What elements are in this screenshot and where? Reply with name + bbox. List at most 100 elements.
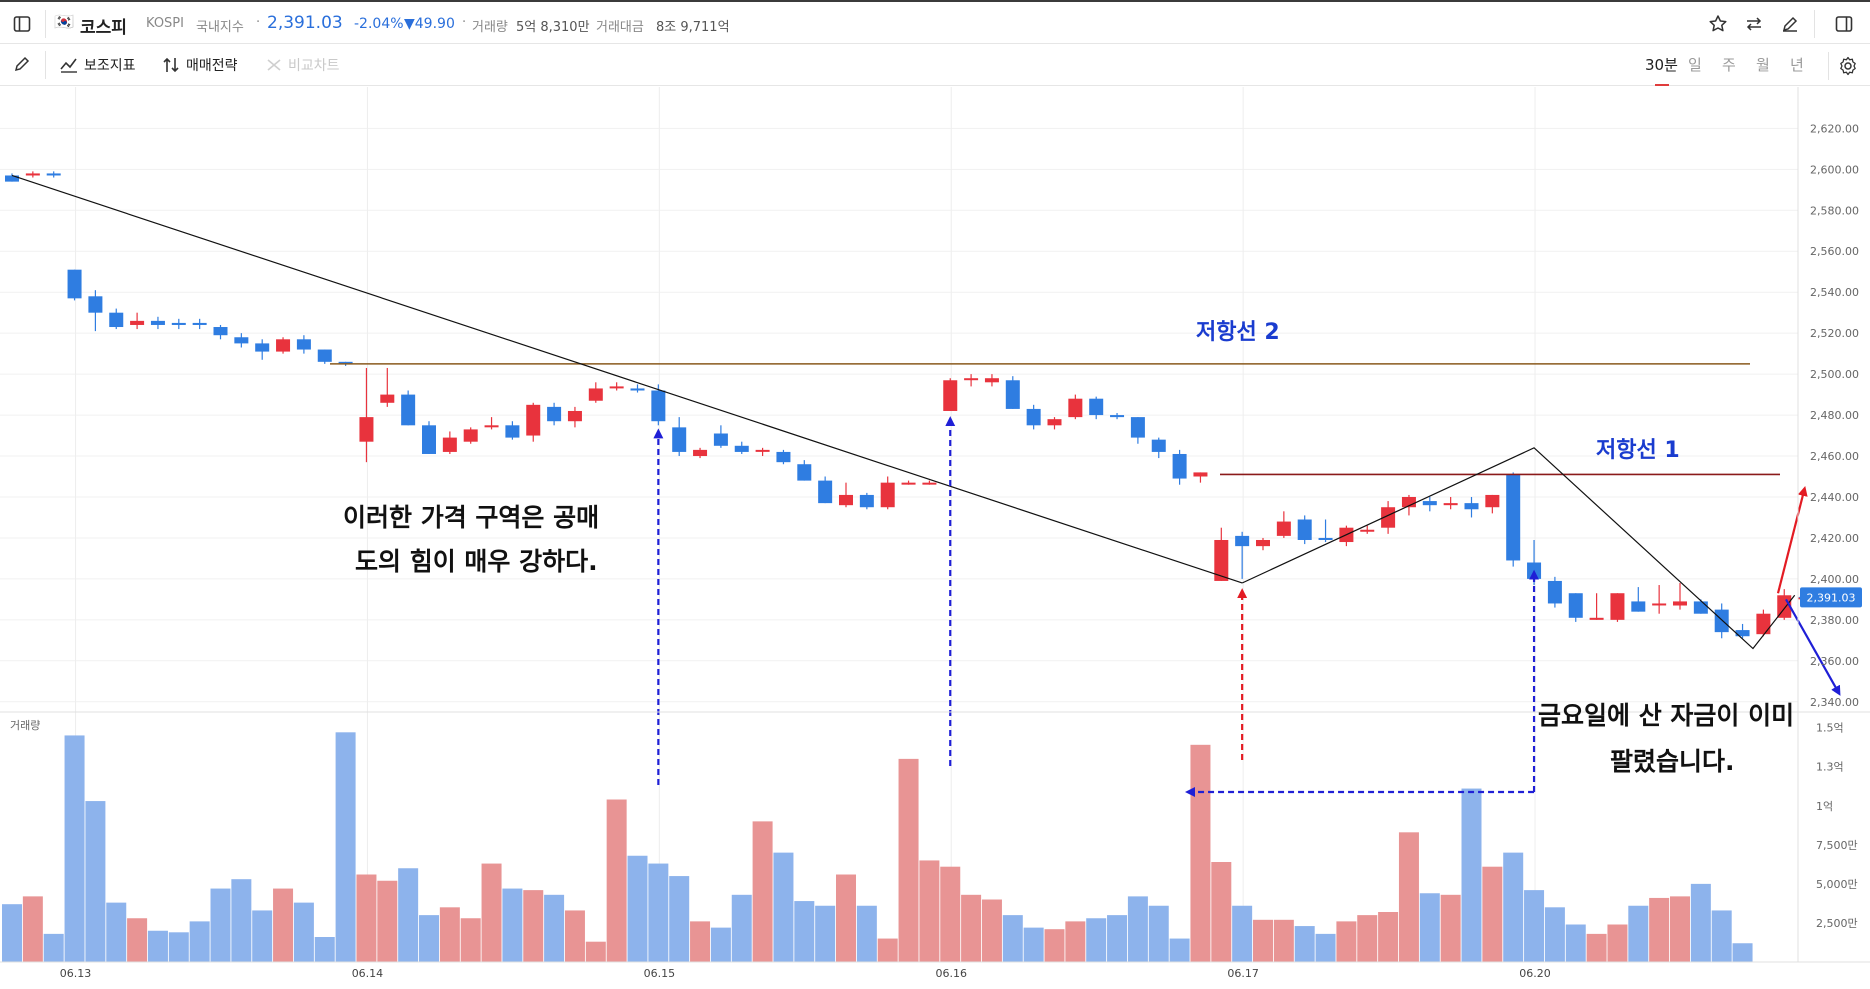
chart-toolbar	[0, 44, 1870, 86]
amount-value: 8조 9,711억	[656, 20, 730, 35]
date-tick-label: 06.13	[60, 967, 92, 980]
period-year[interactable]: 년	[1790, 56, 1804, 74]
instrument-code: KOSPI	[146, 16, 184, 31]
compare-chart-button[interactable]: 비교차트	[266, 52, 340, 78]
breakdown-arrow	[1785, 598, 1841, 696]
star-icon[interactable]	[1704, 10, 1732, 38]
candle-body	[693, 449, 708, 457]
volume-bar	[919, 860, 940, 962]
candle-body	[1756, 613, 1771, 635]
candle-body	[1214, 539, 1229, 581]
volume-bar	[1232, 905, 1253, 962]
candle-body	[296, 339, 311, 350]
resistance-1-label: 저항선 1	[1596, 438, 1680, 463]
volume-bar	[1169, 938, 1190, 962]
indicators-button[interactable]: 보조지표	[60, 52, 136, 78]
volume-bar	[773, 852, 794, 962]
strategy-button[interactable]: 매매전략	[162, 52, 238, 78]
price-tick-label: 2,500.00	[1810, 368, 1859, 381]
candle-body	[1297, 519, 1312, 540]
indicator-chart-icon	[60, 58, 77, 73]
change-amount: ▼49.90	[404, 16, 455, 32]
price-tick-label: 2,520.00	[1810, 327, 1859, 340]
period-day[interactable]: 일	[1688, 56, 1702, 74]
candle-body	[1401, 496, 1416, 508]
edit-icon[interactable]	[1776, 10, 1804, 38]
candle-body	[609, 386, 624, 389]
active-period-indicator	[1655, 84, 1669, 86]
price-tick-label: 2,560.00	[1810, 245, 1859, 258]
candle-body	[1652, 603, 1667, 606]
volume-bar	[64, 735, 85, 962]
settings-gear-icon[interactable]	[1834, 52, 1862, 80]
candle-body	[859, 494, 874, 508]
candle-body	[1443, 503, 1458, 506]
volume-bar	[1690, 883, 1711, 962]
divider	[45, 10, 46, 38]
candle-body	[463, 429, 478, 442]
swap-icon[interactable]	[1740, 10, 1768, 38]
volume-bar	[1127, 896, 1148, 962]
strategy-label: 매매전략	[186, 58, 238, 74]
instrument-name: 코스피	[80, 18, 127, 38]
volume-bar	[564, 910, 585, 962]
volume-bar	[481, 863, 502, 962]
volume-bar	[127, 918, 148, 962]
candle-body	[1256, 539, 1270, 547]
period-30min[interactable]: 30분	[1645, 56, 1678, 74]
price-tick-label: 2,480.00	[1810, 409, 1859, 422]
volume-bar	[1253, 919, 1273, 962]
volume-bar	[1503, 852, 1524, 962]
header-bar: 🇰🇷 코스피 KOSPI 국내지수 · 2,391.03 -2.04% ▼49.…	[0, 0, 1870, 44]
volume-bar	[1419, 893, 1440, 962]
friday-note-line1: 금요일에 산 자금이 이미	[1538, 701, 1794, 730]
candle-body	[255, 343, 270, 352]
period-week[interactable]: 주	[1722, 56, 1736, 74]
price-chart[interactable]: 2,620.00 2,600.00 2,580.00 2,560.00 2,540.00…	[0, 87, 1870, 989]
close-window-icon[interactable]	[1830, 10, 1858, 38]
current-price: 2,391.03	[267, 13, 343, 33]
last-price-badge	[1800, 587, 1862, 608]
compare-label: 비교차트	[288, 58, 340, 74]
volume-bar	[2, 904, 22, 962]
volume-bar	[502, 888, 523, 962]
volume-bar	[898, 758, 919, 962]
volume-bar	[1002, 915, 1023, 962]
candle-body	[1735, 630, 1750, 637]
volume-bar	[731, 894, 752, 962]
candle-body	[317, 349, 332, 362]
candle-body	[588, 388, 603, 401]
volume-bar	[836, 874, 856, 962]
volume-bar	[669, 876, 690, 962]
volume-bar	[1065, 921, 1086, 962]
volume-tick-label: 5,000만	[1816, 878, 1858, 891]
candle-body	[901, 482, 916, 485]
candle-body	[1172, 453, 1187, 479]
breakout-up-arrow	[1776, 485, 1808, 594]
period-month[interactable]: 월	[1756, 56, 1770, 74]
market-type: 국내지수	[196, 20, 244, 35]
volume-bar	[314, 937, 335, 962]
volume-bar	[1628, 905, 1649, 962]
volume-bar	[377, 880, 398, 962]
draw-pen-icon[interactable]	[8, 50, 36, 78]
candle-body	[1673, 601, 1687, 606]
candle-body	[964, 378, 979, 381]
price-tick-label: 2,540.00	[1810, 286, 1859, 299]
candle-body	[1506, 474, 1521, 561]
volume-bar	[460, 918, 481, 962]
candle-body	[1589, 617, 1604, 620]
volume-bar	[252, 910, 273, 962]
price-tick-label: 2,380.00	[1810, 614, 1859, 627]
sidebar-toggle-icon[interactable]	[8, 10, 36, 38]
volume-bar	[356, 874, 377, 962]
strategy-arrows-icon	[163, 57, 179, 73]
divider	[1814, 10, 1815, 38]
short-zone-note-line1: 이러한 가격 구역은 공매	[343, 503, 599, 532]
volume-bar	[1107, 915, 1128, 962]
candle-body	[984, 378, 999, 383]
change-percent: -2.04%	[354, 16, 404, 32]
volume-bar	[1211, 862, 1232, 962]
volume-bar	[1273, 919, 1294, 962]
candle-body	[776, 451, 791, 463]
